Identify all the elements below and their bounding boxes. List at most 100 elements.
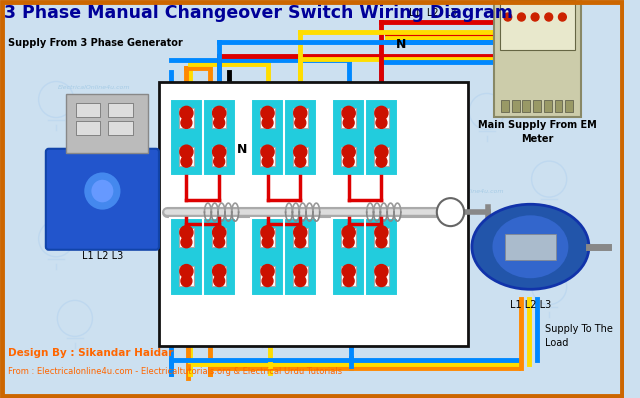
Text: N: N [237,143,247,156]
Circle shape [343,236,354,248]
FancyBboxPatch shape [179,266,194,286]
Circle shape [545,13,553,21]
Circle shape [181,117,192,129]
FancyBboxPatch shape [260,108,275,128]
Circle shape [180,265,193,278]
Text: ElectricalOnline4u.com: ElectricalOnline4u.com [58,189,130,193]
FancyBboxPatch shape [341,108,356,128]
Circle shape [294,145,307,158]
Text: ElectricalOnline4u.com: ElectricalOnline4u.com [201,189,273,193]
Circle shape [294,106,307,120]
Ellipse shape [492,214,570,279]
Circle shape [375,106,388,120]
FancyBboxPatch shape [374,228,388,247]
FancyBboxPatch shape [170,98,236,176]
FancyBboxPatch shape [533,100,541,112]
Circle shape [343,275,354,287]
Circle shape [342,226,355,239]
FancyBboxPatch shape [341,228,356,247]
Circle shape [261,265,274,278]
FancyBboxPatch shape [251,98,317,176]
FancyBboxPatch shape [260,147,275,166]
Circle shape [214,275,225,287]
FancyBboxPatch shape [374,266,388,286]
Circle shape [181,275,192,287]
FancyBboxPatch shape [293,228,308,247]
Circle shape [376,236,387,248]
FancyBboxPatch shape [332,218,398,295]
Circle shape [180,226,193,239]
FancyBboxPatch shape [293,108,308,128]
Circle shape [294,226,307,239]
FancyBboxPatch shape [76,121,100,135]
Text: L1  L2  L3: L1 L2 L3 [409,8,456,18]
Text: L1 L2 L3: L1 L2 L3 [510,300,551,310]
Circle shape [559,13,566,21]
FancyBboxPatch shape [179,108,194,128]
FancyBboxPatch shape [374,108,388,128]
FancyBboxPatch shape [522,100,530,112]
Circle shape [375,265,388,278]
Circle shape [181,156,192,167]
Circle shape [262,156,273,167]
Circle shape [504,13,512,21]
FancyBboxPatch shape [108,103,132,117]
FancyBboxPatch shape [76,103,100,117]
FancyBboxPatch shape [374,147,388,166]
Circle shape [180,145,193,158]
FancyBboxPatch shape [332,98,398,176]
Circle shape [261,145,274,158]
FancyBboxPatch shape [46,149,159,250]
FancyBboxPatch shape [170,218,236,295]
Text: Main Supply From EM
Meter: Main Supply From EM Meter [478,121,597,144]
Text: N: N [396,38,406,51]
Circle shape [375,226,388,239]
Circle shape [342,265,355,278]
Circle shape [531,13,539,21]
Text: ElectricalOnline4u.com: ElectricalOnline4u.com [326,189,398,193]
Circle shape [295,275,306,287]
FancyBboxPatch shape [293,266,308,286]
Text: L1 L2 L3: L1 L2 L3 [82,251,123,261]
FancyBboxPatch shape [544,100,552,112]
FancyBboxPatch shape [179,228,194,247]
Circle shape [294,265,307,278]
FancyBboxPatch shape [159,82,468,346]
Text: ElectricalOnline4u.com: ElectricalOnline4u.com [58,85,130,90]
Circle shape [342,106,355,120]
Circle shape [83,171,122,211]
FancyBboxPatch shape [212,108,227,128]
Text: From : Electricalonline4u.com - Electricaltutorials.org & Electrical Urdu Tutori: From : Electricalonline4u.com - Electric… [8,367,342,376]
FancyBboxPatch shape [260,228,275,247]
Circle shape [437,198,464,226]
FancyBboxPatch shape [293,147,308,166]
FancyBboxPatch shape [251,218,317,295]
Circle shape [212,265,226,278]
FancyBboxPatch shape [500,0,575,51]
Text: ElectricalOnline4u.com: ElectricalOnline4u.com [201,85,273,90]
Circle shape [342,145,355,158]
FancyBboxPatch shape [501,100,509,112]
Circle shape [212,106,226,120]
Circle shape [262,275,273,287]
Circle shape [295,117,306,129]
Text: Design By : Sikandar Haidar: Design By : Sikandar Haidar [8,348,173,358]
FancyBboxPatch shape [555,100,563,112]
FancyBboxPatch shape [341,147,356,166]
Circle shape [343,156,354,167]
FancyBboxPatch shape [512,100,520,112]
Circle shape [212,226,226,239]
Text: Supply To The
Load: Supply To The Load [545,324,613,347]
Circle shape [91,179,114,203]
Circle shape [212,145,226,158]
Circle shape [214,117,225,129]
Circle shape [261,226,274,239]
Circle shape [261,106,274,120]
Text: 3 Phase Manual Changeover Switch Wiring Diagram: 3 Phase Manual Changeover Switch Wiring … [4,4,513,22]
Circle shape [376,117,387,129]
Circle shape [343,117,354,129]
Text: ElectricalOnline4u.com: ElectricalOnline4u.com [326,85,398,90]
Circle shape [214,156,225,167]
FancyBboxPatch shape [212,147,227,166]
FancyBboxPatch shape [505,234,556,260]
